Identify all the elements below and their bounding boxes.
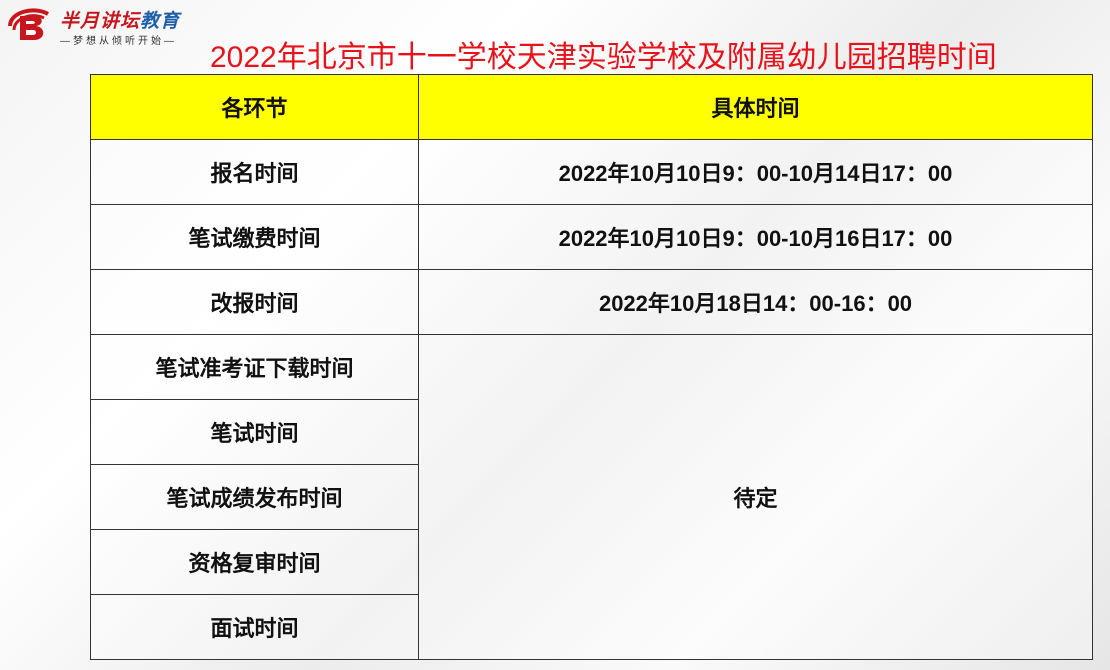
stage-cell: 面试时间 bbox=[90, 594, 419, 660]
table-row: 笔试准考证下载时间 待定 bbox=[90, 334, 1093, 660]
time-cell: 2022年10月10日9：00-10月16日17：00 bbox=[418, 204, 1093, 270]
schedule-table: 各环节 具体时间 报名时间 2022年10月10日9：00-10月14日17：0… bbox=[90, 74, 1093, 660]
table-row: 笔试成绩发布时间 bbox=[90, 464, 1093, 530]
stage-cell: 笔试缴费时间 bbox=[90, 204, 419, 270]
page-title: 2022年北京市十一学校天津实验学校及附属幼儿园招聘时间 bbox=[210, 41, 997, 74]
column-header-stage: 各环节 bbox=[90, 74, 419, 140]
table-row: 报名时间 2022年10月10日9：00-10月14日17：00 bbox=[90, 139, 1093, 205]
stage-cell: 笔试准考证下载时间 bbox=[90, 334, 419, 400]
time-cell-tbd: 待定 bbox=[418, 334, 1093, 660]
stage-cell: 笔试时间 bbox=[90, 399, 419, 465]
logo-tagline: —梦想从倾听开始— bbox=[60, 36, 177, 47]
table-row: 笔试缴费时间 2022年10月10日9：00-10月16日17：00 bbox=[90, 204, 1093, 270]
stage-cell: 笔试成绩发布时间 bbox=[90, 464, 419, 530]
stage-cell: 改报时间 bbox=[90, 269, 419, 335]
logo: 半月讲坛教育 —梦想从倾听开始— bbox=[4, 4, 204, 48]
time-cell: 2022年10月10日9：00-10月14日17：00 bbox=[418, 139, 1093, 205]
table-row: 笔试时间 bbox=[90, 399, 1093, 465]
table-row: 改报时间 2022年10月18日14：00-16：00 bbox=[90, 269, 1093, 335]
stage-cell: 报名时间 bbox=[90, 139, 419, 205]
time-cell: 2022年10月18日14：00-16：00 bbox=[418, 269, 1093, 335]
logo-name: 半月讲坛教育 bbox=[60, 11, 181, 32]
logo-swirl-icon bbox=[8, 8, 49, 40]
column-header-time: 具体时间 bbox=[418, 74, 1093, 140]
table-row: 面试时间 bbox=[90, 594, 1093, 660]
table-header-row: 各环节 具体时间 bbox=[90, 74, 1093, 140]
stage-cell: 资格复审时间 bbox=[90, 529, 419, 595]
